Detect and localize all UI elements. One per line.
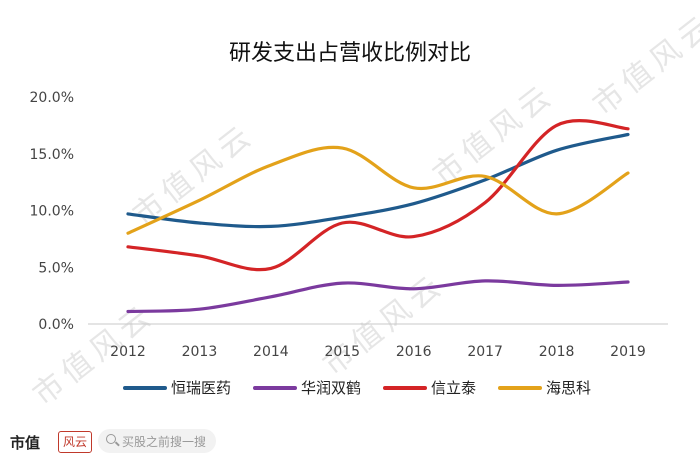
series-line-恒瑞医药 [126, 132, 630, 229]
y-axis: 0.0% 5.0% 10.0% 15.0% 20.0% [30, 90, 74, 333]
y-tick-label: 15.0% [30, 147, 74, 163]
x-tick-label: 2017 [467, 344, 503, 360]
x-tick-label: 2012 [110, 344, 146, 360]
brand-logo-mark: 风云 [58, 431, 92, 453]
chart-title: 研发支出占营收比例对比 [229, 41, 471, 66]
legend-label: 华润双鹤 [301, 379, 361, 397]
legend-label: 信立泰 [431, 379, 476, 397]
x-tick-label: 2013 [182, 344, 218, 360]
series-line-海思科 [126, 145, 630, 235]
x-axis: 2012 2013 2014 2015 2016 2017 2018 2019 [110, 344, 646, 360]
x-tick-label: 2016 [396, 344, 432, 360]
series-lines [126, 119, 630, 314]
y-tick-label: 0.0% [38, 317, 74, 333]
x-tick-label: 2019 [610, 344, 646, 360]
footer-bar: 市值 风云 买股之前搜一搜 [0, 425, 700, 467]
x-tick-label: 2015 [324, 344, 360, 360]
x-tick-label: 2014 [253, 344, 289, 360]
x-tick-label: 2018 [539, 344, 575, 360]
legend-label: 恒瑞医药 [171, 379, 231, 397]
y-tick-label: 20.0% [30, 90, 74, 106]
series-line-信立泰 [126, 119, 630, 272]
search-placeholder: 买股之前搜一搜 [122, 435, 207, 449]
y-tick-label: 10.0% [30, 204, 74, 220]
brand-logo-text: 市值 [10, 434, 41, 452]
legend: 恒瑞医药 华润双鹤 信立泰 海思科 [123, 379, 591, 397]
legend-label: 海思科 [546, 379, 591, 397]
search-icon [106, 434, 116, 444]
series-line-华润双鹤 [126, 279, 630, 314]
line-chart: 研发支出占营收比例对比 0.0% 5.0% 10.0% 15.0% 20.0% 2012… [30, 41, 668, 397]
search-box[interactable]: 买股之前搜一搜 [98, 429, 216, 453]
y-tick-label: 5.0% [38, 260, 74, 276]
